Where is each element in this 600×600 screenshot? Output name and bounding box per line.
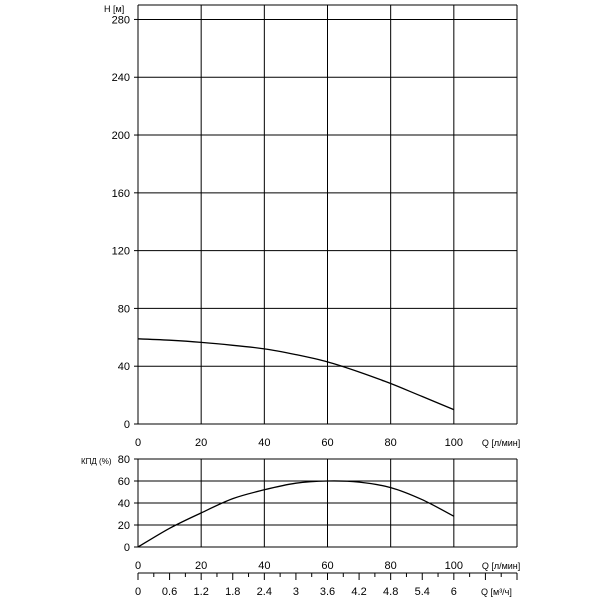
series-line [137,480,455,548]
y-tick-label: 20 [118,520,130,532]
secondary-tick-label: 0 [135,586,141,598]
x-tick-label: 0 [135,560,141,572]
secondary-axis-label: Q [м³/ч] [481,587,512,597]
y-axis-label: H [м] [104,4,124,14]
y-tick-label: 120 [112,246,130,258]
x-tick-label: 80 [385,437,397,449]
secondary-tick-label: 3.6 [320,586,335,598]
x-tick-label: 20 [195,560,207,572]
flow-m3h-axis: 0 0.6 1.2 1.8 2.4 3 3.6 4.2 4.8 5.4 6 Q [м³/ч] [135,572,518,598]
x-tick-label: 80 [385,560,397,572]
x-tick-label: 0 [135,437,141,449]
y-axis-label: КПД (%) [81,457,112,466]
y-tick-label: 80 [118,303,130,315]
secondary-tick-label: 2.4 [257,586,272,598]
y-tick-label: 0 [124,419,130,431]
x-tick-label: 40 [258,560,270,572]
secondary-tick-label: 4.2 [351,586,366,598]
x-tick-label: 60 [321,437,333,449]
secondary-tick-label: 1.2 [194,586,209,598]
y-tick-label: 60 [118,476,130,488]
y-tick-label: 200 [112,130,130,142]
x-tick-label: 100 [445,437,463,449]
secondary-tick-label: 5.4 [415,586,430,598]
x-axis-label: Q [л/мин] [482,561,520,571]
y-tick-label: 240 [112,72,130,84]
x-tick-label: 60 [321,560,333,572]
y-tick-label: 80 [118,454,130,466]
series-line [137,338,455,411]
x-tick-label: 100 [445,560,463,572]
x-tick-label: 20 [195,437,207,449]
x-axis-label: Q [л/мин] [482,438,520,448]
secondary-tick-label: 3 [293,586,299,598]
head-curve-panel: 0 40 80 120 160 200 240 280 0 20 40 60 80 100 Q [л/мин… [104,4,520,449]
efficiency-curve-panel: 0 20 40 60 80 0 20 40 60 80 100 Q [л/мин] КПД (%) [81,454,520,572]
y-tick-label: 160 [112,188,130,200]
secondary-tick-label: 6 [451,586,457,598]
secondary-tick-label: 1.8 [225,586,240,598]
secondary-tick-label: 0.6 [162,586,177,598]
y-tick-label: 40 [118,498,130,510]
y-tick-label: 0 [124,542,130,554]
y-tick-label: 280 [112,14,130,26]
y-tick-label: 40 [118,361,130,373]
x-tick-label: 40 [258,437,270,449]
secondary-tick-label: 4.8 [383,586,398,598]
